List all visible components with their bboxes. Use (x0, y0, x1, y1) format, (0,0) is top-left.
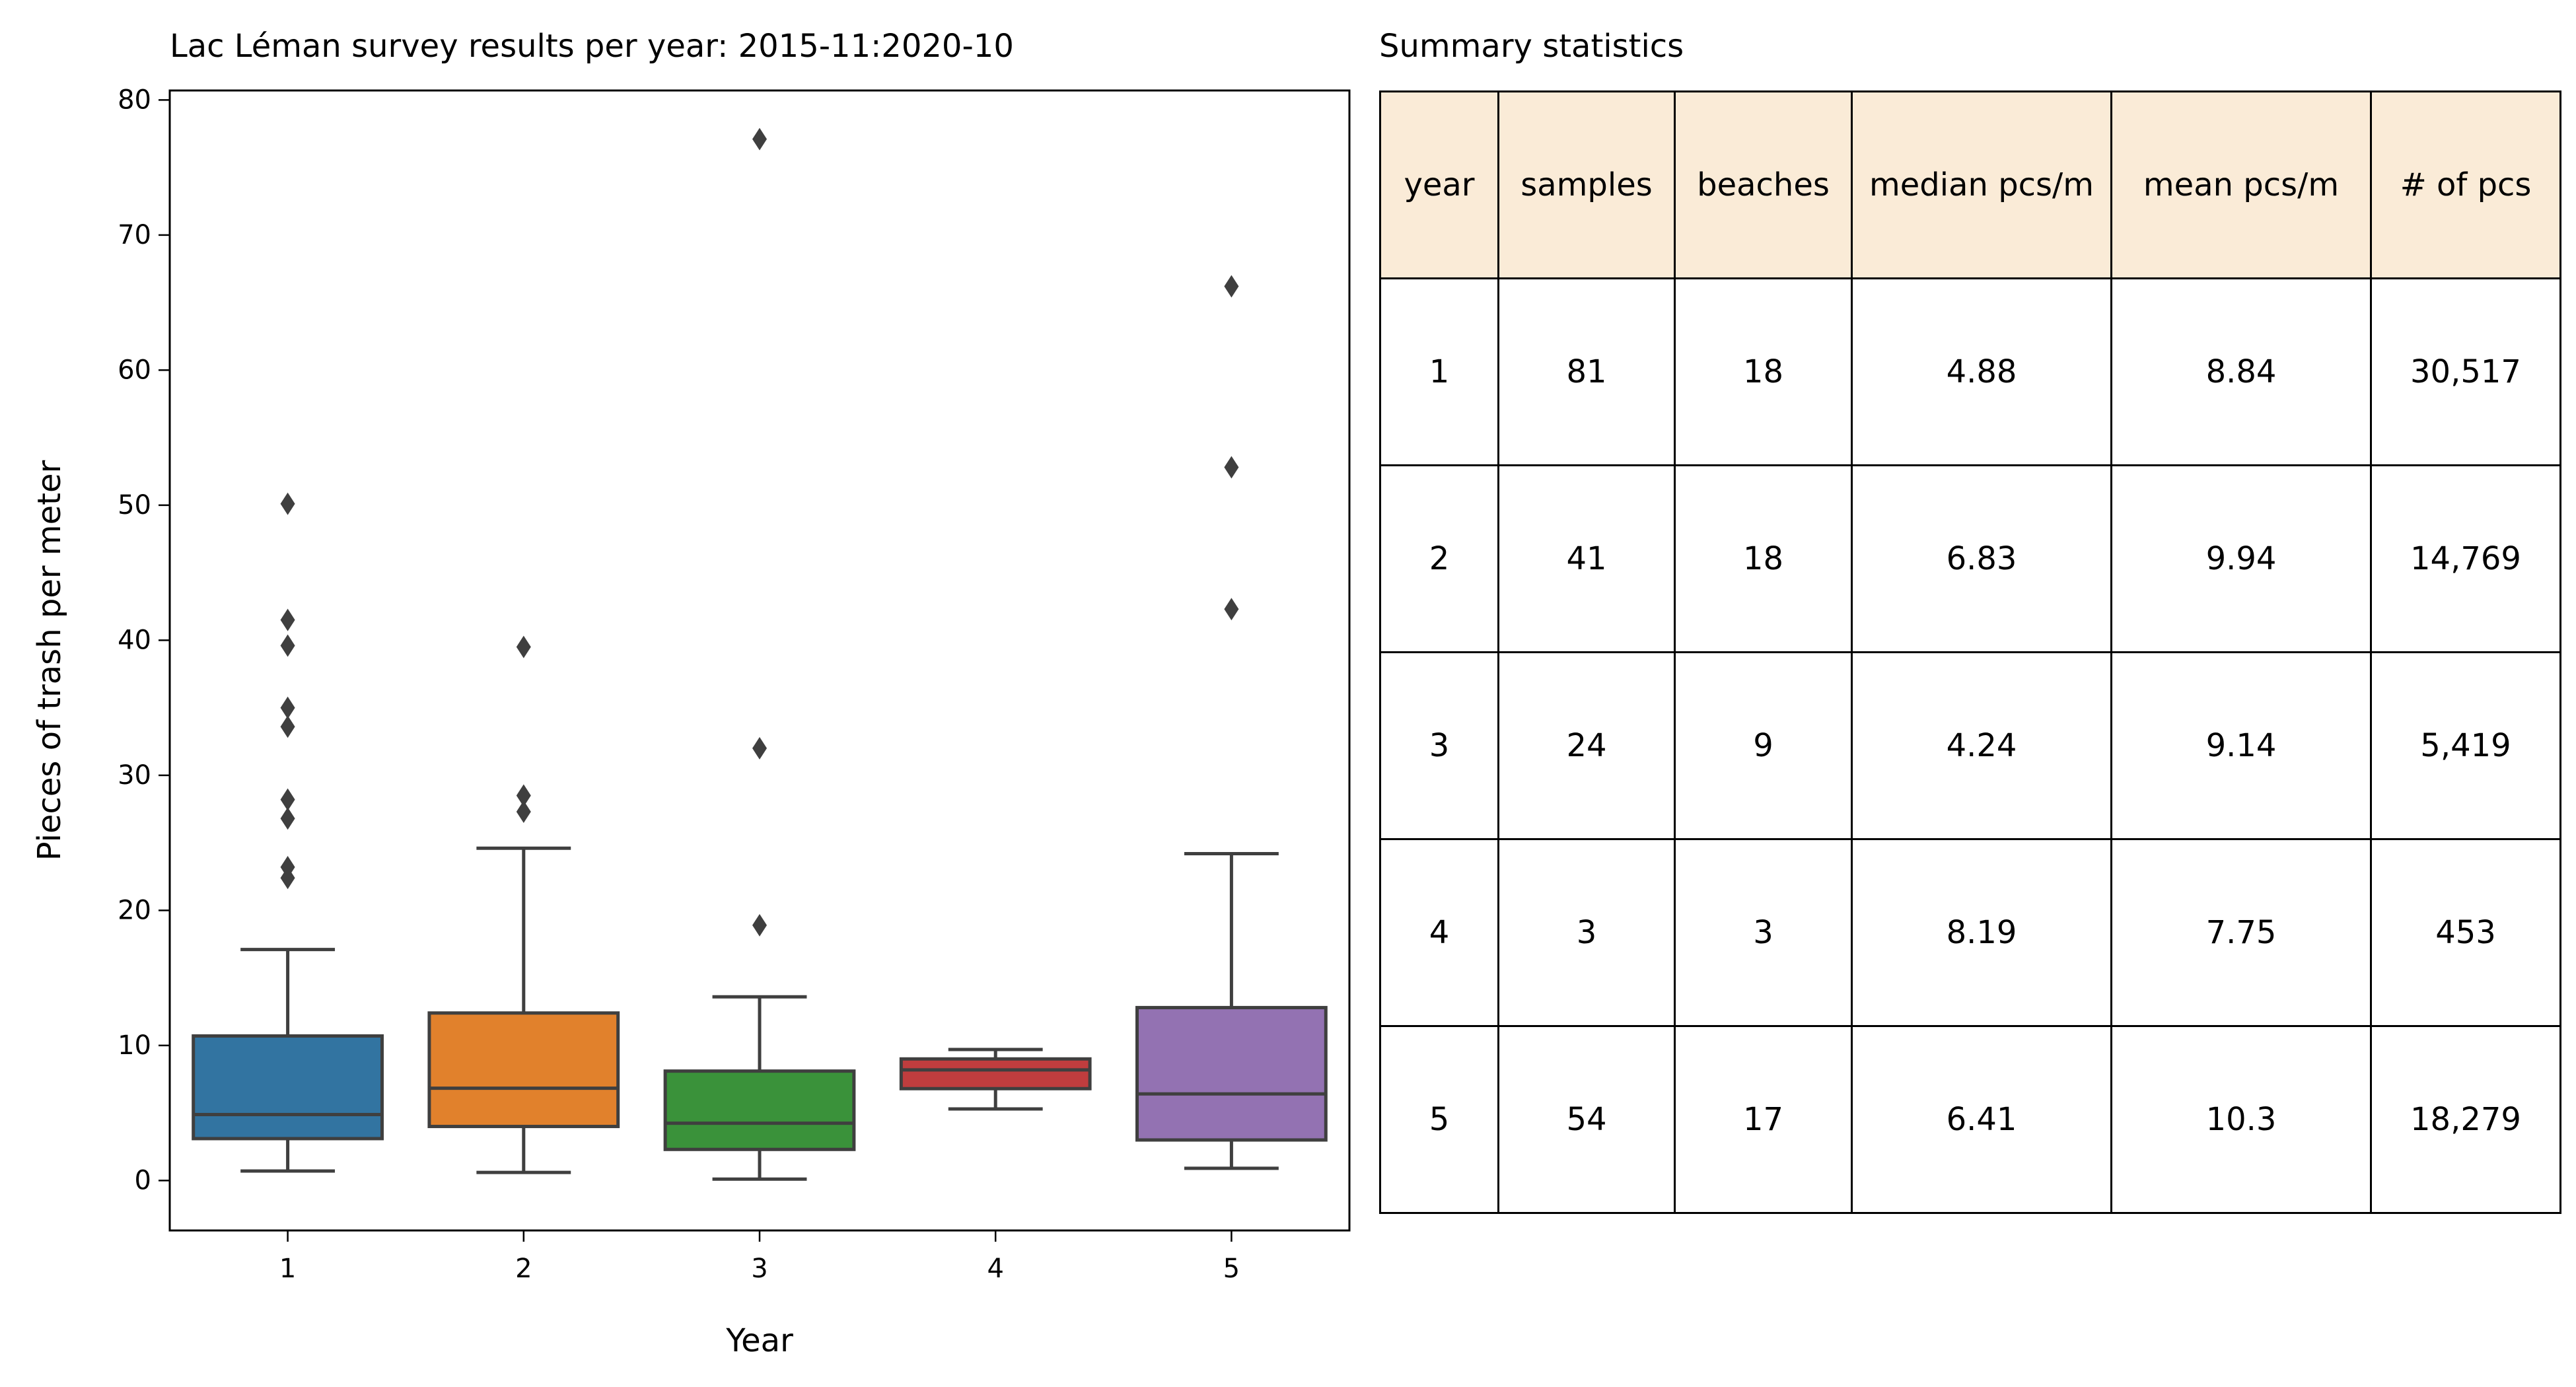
chart-title: Lac Léman survey results per year: 2015-… (170, 28, 1014, 65)
table-row: 1 81 18 4.88 8.84 30,517 (1379, 277, 2561, 466)
outlier-point (280, 855, 295, 878)
outlier-point (280, 634, 295, 657)
table-cell: 4 (1379, 838, 1499, 1027)
table-header-row: year samples beaches median pcs/m mean p… (1379, 90, 2561, 279)
table-cell: 1 (1379, 277, 1499, 466)
table-cell: 18 (1674, 464, 1853, 653)
outlier-point (1224, 598, 1239, 621)
x-tick-label: 2 (515, 1254, 532, 1284)
table-cell: 30,517 (2370, 277, 2561, 466)
table-cell: 5 (1379, 1025, 1499, 1214)
table-cell: 4.88 (1851, 277, 2112, 466)
table-cell: 41 (1497, 464, 1676, 653)
column-header: year (1379, 90, 1499, 279)
column-header: beaches (1674, 90, 1853, 279)
table-cell: 81 (1497, 277, 1676, 466)
outlier-point (516, 784, 531, 807)
table-cell: 14,769 (2370, 464, 2561, 653)
box-2 (427, 1011, 620, 1129)
table-cell: 9 (1674, 651, 1853, 840)
x-tick-label: 3 (751, 1254, 768, 1284)
y-axis-label: Pieces of trash per meter (31, 460, 68, 861)
y-tick-label: 70 (118, 220, 151, 250)
table-cell: 24 (1497, 651, 1676, 840)
y-tick-label: 40 (118, 625, 151, 655)
outlier-point (516, 635, 531, 658)
table-cell: 3 (1379, 651, 1499, 840)
box-1 (192, 1034, 384, 1141)
outlier-point (1224, 275, 1239, 298)
outlier-point (1224, 456, 1239, 479)
table-cell: 453 (2370, 838, 2561, 1027)
table-cell: 17 (1674, 1025, 1853, 1214)
x-tick-label: 1 (279, 1254, 296, 1284)
box-3 (663, 1069, 856, 1151)
table-cell: 6.83 (1851, 464, 2112, 653)
y-tick-label: 50 (118, 490, 151, 520)
column-header: median pcs/m (1851, 90, 2112, 279)
outlier-point (280, 788, 295, 811)
outlier-point (752, 736, 767, 760)
outlier-point (280, 696, 295, 719)
table-cell: 54 (1497, 1025, 1676, 1214)
box-5 (1135, 1006, 1328, 1142)
table-cell: 7.75 (2110, 838, 2372, 1027)
y-tick-label: 60 (118, 355, 151, 385)
table-cell: 9.14 (2110, 651, 2372, 840)
plot-frame (168, 89, 1351, 1232)
column-header: mean pcs/m (2110, 90, 2372, 279)
y-tick-label: 0 (135, 1165, 151, 1195)
table-cell: 9.94 (2110, 464, 2372, 653)
table-row: 5 54 17 6.41 10.3 18,279 (1379, 1025, 2561, 1214)
outlier-point (280, 608, 295, 631)
table-row: 4 3 3 8.19 7.75 453 (1379, 838, 2561, 1027)
table-row: 2 41 18 6.83 9.94 14,769 (1379, 464, 2561, 653)
table-cell: 10.3 (2110, 1025, 2372, 1214)
y-tick-label: 80 (118, 85, 151, 115)
table-cell: 2 (1379, 464, 1499, 653)
column-header: # of pcs (2370, 90, 2561, 279)
outlier-point (280, 715, 295, 738)
summary-table: year samples beaches median pcs/m mean p… (1379, 90, 2561, 1214)
y-tick-label: 20 (118, 895, 151, 925)
outlier-point (280, 492, 295, 515)
outlier-point (516, 800, 531, 824)
table-cell: 6.41 (1851, 1025, 2112, 1214)
table-title: Summary statistics (1379, 28, 1684, 65)
table-cell: 18 (1674, 277, 1853, 466)
table-cell: 5,419 (2370, 651, 2561, 840)
outlier-point (752, 913, 767, 937)
box-4 (899, 1057, 1092, 1090)
x-tick-label: 5 (1223, 1254, 1240, 1284)
y-tick-label: 10 (118, 1030, 151, 1061)
table-cell: 3 (1497, 838, 1676, 1027)
outlier-point (752, 127, 767, 151)
x-axis-label: Year (725, 1322, 793, 1359)
table-row: 3 24 9 4.24 9.14 5,419 (1379, 651, 2561, 840)
table-cell: 18,279 (2370, 1025, 2561, 1214)
y-tick-label: 30 (118, 760, 151, 791)
table-cell: 8.19 (1851, 838, 2112, 1027)
table-cell: 8.84 (2110, 277, 2372, 466)
column-header: samples (1497, 90, 1676, 279)
table-cell: 3 (1674, 838, 1853, 1027)
x-tick-label: 4 (987, 1254, 1003, 1284)
outlier-point (280, 807, 295, 830)
table-cell: 4.24 (1851, 651, 2112, 840)
